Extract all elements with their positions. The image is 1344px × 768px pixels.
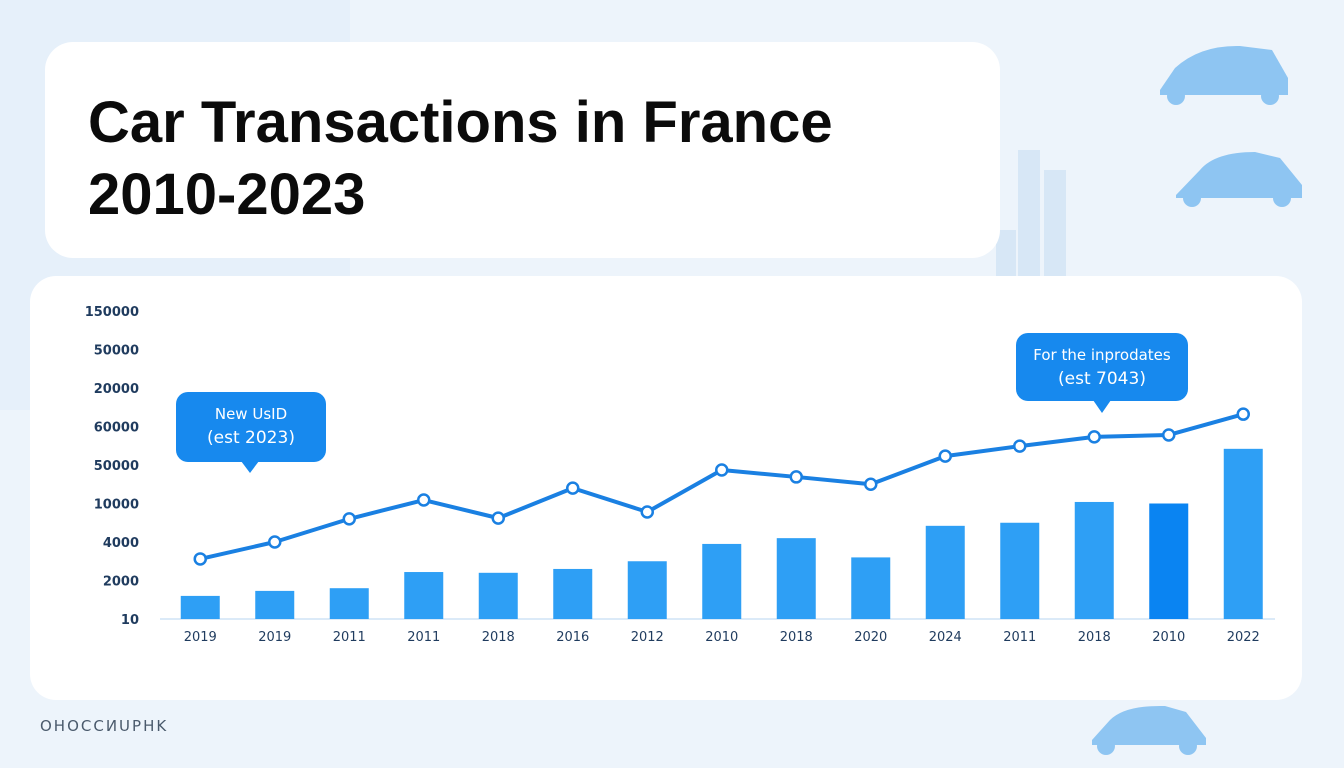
- y-tick-label: 50000: [94, 344, 139, 359]
- bar: [776, 538, 816, 619]
- y-tick-label: 10: [121, 613, 139, 628]
- line-point: [566, 481, 580, 495]
- line-point: [1087, 430, 1101, 444]
- x-tick-label: 2012: [631, 630, 664, 645]
- bar: [1223, 448, 1263, 619]
- bar: [404, 572, 444, 619]
- x-tick-label: 2018: [780, 630, 813, 645]
- x-tick-label: 2010: [705, 630, 738, 645]
- x-tick-label: 2019: [258, 630, 291, 645]
- annotation-text: (est 7043): [1058, 369, 1146, 389]
- x-tick-label: 2011: [407, 630, 440, 645]
- x-tick-label: 2024: [929, 630, 962, 645]
- x-tick-label: 2018: [482, 630, 515, 645]
- annotation-pointer: [1093, 400, 1111, 413]
- bar: [1074, 501, 1114, 619]
- annotation-text: New UsID: [215, 405, 287, 423]
- bar: [851, 557, 891, 619]
- annotation-box: [176, 392, 326, 462]
- line-point: [417, 493, 431, 507]
- annotation-box: [1016, 333, 1188, 401]
- annotation-pointer: [241, 461, 259, 473]
- bar: [255, 590, 295, 619]
- line-point: [715, 463, 729, 477]
- x-tick-label: 2011: [1003, 630, 1036, 645]
- bar: [702, 543, 742, 619]
- x-tick-label: 2018: [1078, 630, 1111, 645]
- annotation-text: (est 2023): [207, 428, 295, 448]
- line-point: [789, 470, 803, 484]
- x-tick-label: 2016: [556, 630, 589, 645]
- y-tick-label: 60000: [94, 421, 139, 436]
- x-tick-label: 2010: [1152, 630, 1185, 645]
- x-tick-label: 2011: [333, 630, 366, 645]
- y-tick-label: 4000: [103, 536, 139, 551]
- x-tick-label: 2020: [854, 630, 887, 645]
- bar: [925, 525, 965, 619]
- bar: [180, 595, 220, 619]
- decor-bars: [996, 150, 1066, 280]
- y-tick-label: 50000: [94, 459, 139, 474]
- footer: OHOCCИUPHK: [40, 717, 168, 735]
- bar: [329, 588, 369, 619]
- bar: [553, 568, 593, 619]
- line-point: [491, 511, 505, 525]
- bar: [627, 561, 667, 619]
- title-card: [45, 42, 1000, 258]
- line-point: [268, 535, 282, 549]
- line-point: [193, 552, 207, 566]
- y-tick-label: 2000: [103, 575, 139, 590]
- x-tick-label: 2019: [184, 630, 217, 645]
- line-point: [1013, 439, 1027, 453]
- line-point: [1162, 428, 1176, 442]
- decor-cars: [1092, 45, 1302, 755]
- chart-subtitle: 2010-2023: [88, 162, 365, 227]
- y-tick-label: 10000: [94, 498, 139, 513]
- line-point: [640, 505, 654, 519]
- line-point: [938, 449, 952, 463]
- annotation-text: For the inprodates: [1033, 346, 1171, 364]
- line-point: [342, 512, 356, 526]
- x-tick-label: 2022: [1227, 630, 1260, 645]
- bar: [1149, 503, 1189, 619]
- bar: [1000, 522, 1040, 619]
- line-point: [1236, 407, 1250, 421]
- line-point: [864, 477, 878, 491]
- y-tick-label: 150000: [85, 305, 139, 320]
- y-tick-label: 20000: [94, 382, 139, 397]
- bar: [478, 572, 518, 619]
- chart-title: Car Transactions in France: [88, 90, 833, 155]
